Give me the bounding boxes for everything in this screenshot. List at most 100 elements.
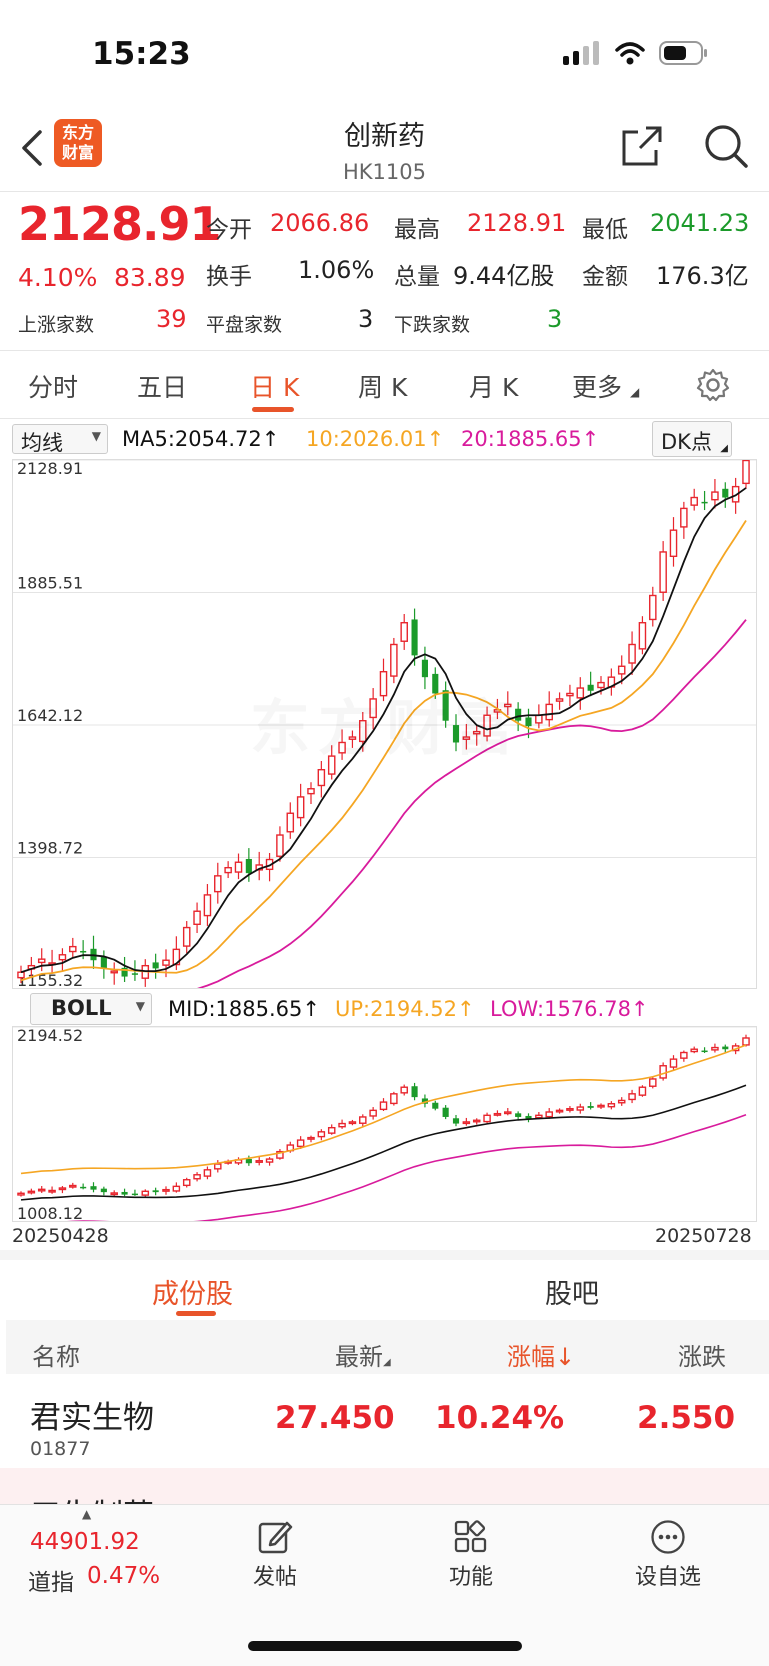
- table-row-partial[interactable]: 三生制药: [0, 1468, 769, 1504]
- grid-icon: [454, 1520, 487, 1553]
- home-indicator: [248, 1641, 522, 1651]
- high-value: 2128.91: [467, 209, 567, 237]
- stock-change-pct: 10.24%: [435, 1400, 565, 1436]
- candle-body: [338, 1122, 346, 1128]
- candle-body: [296, 1139, 305, 1148]
- candle-body: [411, 619, 418, 656]
- settings-gear-icon[interactable]: [696, 368, 730, 402]
- candle-body: [193, 910, 201, 926]
- candle-body: [525, 1115, 532, 1119]
- candle-body: [90, 1186, 97, 1190]
- candle-body: [555, 698, 564, 702]
- candle-body: [493, 1112, 502, 1116]
- dow-label[interactable]: 道指: [28, 1570, 74, 1596]
- header-change-pct[interactable]: 涨幅↓: [507, 1343, 576, 1371]
- watchlist-label: 设自选: [634, 1565, 701, 1590]
- tab-forum[interactable]: 股吧: [545, 1279, 599, 1310]
- candle-body: [701, 1050, 708, 1053]
- dk-point-button[interactable]: DK点 ◢: [652, 421, 732, 457]
- dk-point-label: DK点: [661, 430, 712, 454]
- amount-label: 金额: [582, 264, 628, 290]
- stock-name: 君实生物: [30, 1400, 154, 1436]
- candle-body: [659, 1065, 667, 1079]
- header-name[interactable]: 名称: [32, 1343, 80, 1371]
- tab-weekly-k[interactable]: 周 K: [358, 373, 408, 402]
- functions-label: 功能: [448, 1565, 493, 1590]
- boll-chart[interactable]: 2194.52 1008.12: [12, 1026, 757, 1222]
- dow-value[interactable]: 44901.92: [30, 1529, 140, 1555]
- candle-body: [711, 1046, 719, 1051]
- candle-body: [472, 1119, 481, 1123]
- up-count: 39: [156, 305, 187, 333]
- candle-body: [110, 1192, 118, 1196]
- back-icon[interactable]: [18, 128, 46, 168]
- volume-value: 9.44亿股: [453, 262, 555, 290]
- candle-body: [628, 1093, 636, 1101]
- candle-body: [722, 1046, 729, 1050]
- header-latest[interactable]: 最新◢: [335, 1337, 391, 1372]
- y-tick-label: 1398.72: [17, 839, 83, 858]
- tab-constituents[interactable]: 成份股: [152, 1279, 233, 1310]
- post-label: 发帖: [252, 1565, 297, 1590]
- candle-body: [100, 1188, 107, 1193]
- flat-count: 3: [358, 305, 374, 333]
- status-icons: [563, 40, 709, 66]
- candle-body: [421, 1098, 428, 1104]
- candle-body: [182, 926, 191, 947]
- candle-body: [659, 551, 667, 593]
- candle-body: [276, 834, 284, 857]
- candle-body: [566, 692, 574, 697]
- candle-body: [742, 1037, 750, 1046]
- section-gap: [0, 1250, 769, 1260]
- candle-body: [462, 736, 471, 740]
- candle-body: [587, 1106, 594, 1108]
- search-icon[interactable]: [704, 124, 748, 168]
- post-button[interactable]: 发帖: [240, 1519, 310, 1591]
- chevron-down-icon: ▼: [135, 999, 145, 1013]
- candle-body: [680, 1051, 688, 1059]
- turnover-label: 换手: [206, 264, 252, 290]
- ma-indicator-select[interactable]: 均线 ▼: [12, 424, 108, 455]
- candle-body: [515, 708, 522, 721]
- functions-button[interactable]: 功能: [436, 1519, 506, 1591]
- candle-body: [379, 671, 388, 697]
- open-value: 2066.86: [270, 209, 370, 237]
- kline-chart[interactable]: 2128.91 1885.51 1642.12 1398.72 1155.32: [12, 459, 757, 989]
- candle-body: [576, 687, 585, 699]
- up-count-label: 上涨家数: [18, 314, 95, 336]
- x-axis-end-date: 20250728: [655, 1225, 752, 1247]
- candle-body: [472, 730, 481, 735]
- candle-body: [483, 714, 491, 737]
- add-watchlist-button[interactable]: 设自选: [628, 1519, 708, 1591]
- candle-body: [131, 1193, 138, 1196]
- header-change[interactable]: 涨跌: [678, 1343, 726, 1371]
- candle-body: [172, 948, 181, 966]
- candle-body: [525, 717, 532, 727]
- candle-body: [462, 1121, 471, 1125]
- candle-body: [742, 460, 750, 485]
- candle-body: [141, 1190, 150, 1196]
- candle-body: [390, 1093, 398, 1105]
- stock-name-partial: 三生制药: [30, 1490, 154, 1504]
- divider: [0, 191, 769, 192]
- tab-daily-k[interactable]: 日 K: [250, 373, 300, 402]
- candle-body: [504, 703, 512, 708]
- candle-body: [348, 1121, 357, 1125]
- tab-monthly-k[interactable]: 月 K: [469, 373, 519, 402]
- table-header: [6, 1320, 769, 1374]
- divider: [0, 350, 769, 351]
- candle-body: [58, 1187, 67, 1191]
- candle-body: [37, 958, 46, 964]
- divider: [0, 418, 769, 419]
- candle-body: [152, 962, 159, 969]
- boll-indicator-select[interactable]: BOLL ▼: [30, 993, 152, 1025]
- tab-more[interactable]: 更多 ◢: [572, 368, 639, 404]
- amount-value: 176.3亿: [656, 262, 749, 290]
- tab-five-day[interactable]: 五日: [137, 373, 188, 402]
- dow-pct[interactable]: 0.47%: [87, 1563, 161, 1589]
- share-icon[interactable]: [620, 124, 664, 168]
- candle-body: [17, 1192, 25, 1196]
- candle-body: [131, 973, 138, 975]
- tab-intraday[interactable]: 分时: [28, 373, 79, 402]
- table-row[interactable]: 君实生物 01877 27.450 10.24% 2.550: [0, 1376, 769, 1468]
